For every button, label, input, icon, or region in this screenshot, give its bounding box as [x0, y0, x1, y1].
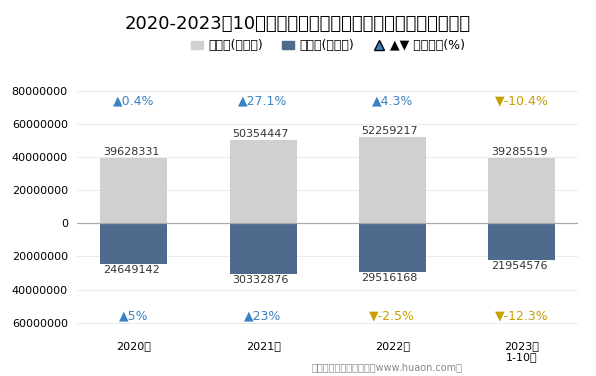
- Text: ▲27.1%: ▲27.1%: [238, 94, 288, 108]
- Bar: [359, 223, 426, 272]
- Text: 52259217: 52259217: [361, 126, 418, 136]
- Text: 24649142: 24649142: [103, 265, 160, 275]
- Bar: [229, 140, 297, 223]
- Bar: [100, 223, 167, 264]
- Text: 39628331: 39628331: [103, 147, 159, 157]
- Text: ▲0.4%: ▲0.4%: [113, 94, 154, 108]
- Text: 2020-2023年10月江苏省商品收发货人所在地进、出口额统计: 2020-2023年10月江苏省商品收发货人所在地进、出口额统计: [125, 15, 471, 33]
- Bar: [100, 158, 167, 223]
- Bar: [488, 158, 555, 223]
- Text: ▲5%: ▲5%: [119, 309, 148, 323]
- Text: 制图：华经产业研究院（www.huaon.com）: 制图：华经产业研究院（www.huaon.com）: [312, 362, 463, 372]
- Bar: [488, 223, 555, 260]
- Text: 21954576: 21954576: [491, 261, 547, 271]
- Text: 30332876: 30332876: [232, 275, 288, 285]
- Text: ▲4.3%: ▲4.3%: [372, 94, 413, 108]
- Text: 50354447: 50354447: [232, 129, 288, 139]
- Text: ▲23%: ▲23%: [244, 309, 282, 323]
- Text: ▼-10.4%: ▼-10.4%: [495, 94, 549, 108]
- Bar: [229, 223, 297, 273]
- Legend: 出口额(万美元), 进口额(万美元), ▲▼ 同比增长(%): 出口额(万美元), 进口额(万美元), ▲▼ 同比增长(%): [185, 34, 470, 58]
- Bar: [359, 137, 426, 223]
- Text: 29516168: 29516168: [361, 273, 418, 284]
- Text: ▼-12.3%: ▼-12.3%: [495, 309, 549, 323]
- Text: ▼-2.5%: ▼-2.5%: [370, 309, 415, 323]
- Text: 39285519: 39285519: [491, 147, 547, 158]
